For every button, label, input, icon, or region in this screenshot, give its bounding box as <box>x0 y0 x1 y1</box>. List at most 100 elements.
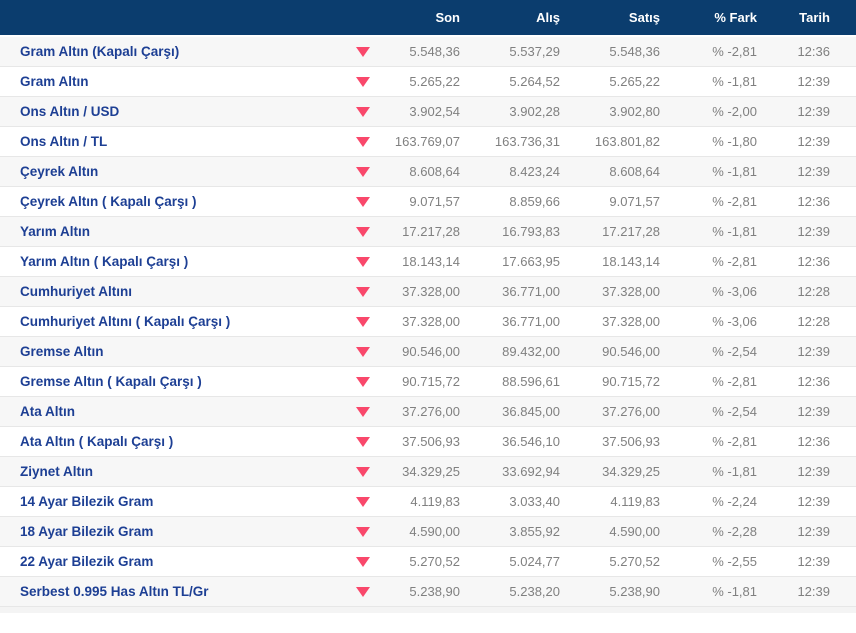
down-arrow-icon <box>355 167 370 178</box>
instrument-name-link[interactable]: Yarım Altın <box>0 216 340 247</box>
trend-cell <box>340 306 385 337</box>
son-value: 37.506,93 <box>385 426 460 457</box>
fark-value: % -1,81 <box>660 156 757 187</box>
instrument-name-link[interactable]: 14 Ayar Bilezik Gram <box>0 486 340 517</box>
table-row[interactable]: Çeyrek Altın 8.608,64 8.423,24 8.608,64 … <box>0 156 856 187</box>
instrument-name-link[interactable]: Gram Altın (Kapalı Çarşı) <box>0 36 340 67</box>
alis-value: 5.537,29 <box>460 36 560 67</box>
table-row[interactable]: Cumhuriyet Altını 37.328,00 36.771,00 37… <box>0 276 856 307</box>
table-row[interactable]: Ons Altın / TL 163.769,07 163.736,31 163… <box>0 126 856 157</box>
tarih-value: 12:36 <box>757 36 856 67</box>
satis-value: 34.329,25 <box>560 456 660 487</box>
gold-prices-table: Son Alış Satış % Fark Tarih Gram Altın (… <box>0 0 856 607</box>
down-arrow-icon <box>355 287 370 298</box>
fark-value: % -1,81 <box>660 216 757 247</box>
instrument-name-link[interactable]: 22 Ayar Bilezik Gram <box>0 546 340 577</box>
instrument-name-link[interactable]: Cumhuriyet Altını <box>0 276 340 307</box>
instrument-name-link[interactable]: Yarım Altın ( Kapalı Çarşı ) <box>0 246 340 277</box>
table-row[interactable]: Ons Altın / USD 3.902,54 3.902,28 3.902,… <box>0 96 856 127</box>
instrument-name-link[interactable]: 18 Ayar Bilezik Gram <box>0 516 340 547</box>
instrument-name-link[interactable]: Ziynet Altın <box>0 456 340 487</box>
fark-value: % -2,28 <box>660 516 757 547</box>
satis-value: 17.217,28 <box>560 216 660 247</box>
son-value: 5.548,36 <box>385 36 460 67</box>
header-arrow-spacer <box>340 0 385 37</box>
satis-value: 3.902,80 <box>560 96 660 127</box>
table-row[interactable]: 22 Ayar Bilezik Gram 5.270,52 5.024,77 5… <box>0 546 856 577</box>
satis-value: 5.265,22 <box>560 66 660 97</box>
fark-value: % -2,81 <box>660 186 757 217</box>
table-row[interactable]: Ziynet Altın 34.329,25 33.692,94 34.329,… <box>0 456 856 487</box>
trend-cell <box>340 486 385 517</box>
instrument-name-link[interactable]: Ata Altın ( Kapalı Çarşı ) <box>0 426 340 457</box>
table-row[interactable]: Yarım Altın 17.217,28 16.793,83 17.217,2… <box>0 216 856 247</box>
table-row[interactable]: Cumhuriyet Altını ( Kapalı Çarşı ) 37.32… <box>0 306 856 337</box>
son-value: 90.715,72 <box>385 366 460 397</box>
alis-value: 89.432,00 <box>460 336 560 367</box>
trend-cell <box>340 66 385 97</box>
instrument-name-link[interactable]: Ons Altın / TL <box>0 126 340 157</box>
son-value: 90.546,00 <box>385 336 460 367</box>
alis-value: 3.855,92 <box>460 516 560 547</box>
table-row[interactable]: Gremse Altın ( Kapalı Çarşı ) 90.715,72 … <box>0 366 856 397</box>
alis-value: 36.845,00 <box>460 396 560 427</box>
alis-value: 36.546,10 <box>460 426 560 457</box>
trend-cell <box>340 36 385 67</box>
down-arrow-icon <box>355 317 370 328</box>
tarih-value: 12:39 <box>757 96 856 127</box>
table-row[interactable]: Gram Altın (Kapalı Çarşı) 5.548,36 5.537… <box>0 36 856 67</box>
instrument-name-link[interactable]: Cumhuriyet Altını ( Kapalı Çarşı ) <box>0 306 340 337</box>
tarih-value: 12:36 <box>757 186 856 217</box>
instrument-name-link[interactable]: Ata Altın <box>0 396 340 427</box>
fark-value: % -2,00 <box>660 96 757 127</box>
tarih-value: 12:28 <box>757 306 856 337</box>
table-row[interactable]: 14 Ayar Bilezik Gram 4.119,83 3.033,40 4… <box>0 486 856 517</box>
instrument-name-link[interactable]: Çeyrek Altın ( Kapalı Çarşı ) <box>0 186 340 217</box>
table-row[interactable]: Gremse Altın 90.546,00 89.432,00 90.546,… <box>0 336 856 367</box>
down-arrow-icon <box>355 77 370 88</box>
table-row[interactable]: Gram Altın 5.265,22 5.264,52 5.265,22 % … <box>0 66 856 97</box>
instrument-name-link[interactable]: Gram Altın <box>0 66 340 97</box>
trend-cell <box>340 186 385 217</box>
alis-value: 5.024,77 <box>460 546 560 577</box>
instrument-name-link[interactable]: Çeyrek Altın <box>0 156 340 187</box>
down-arrow-icon <box>355 437 370 448</box>
down-arrow-icon <box>355 377 370 388</box>
satis-value: 5.548,36 <box>560 36 660 67</box>
alis-value: 16.793,83 <box>460 216 560 247</box>
instrument-name-link[interactable]: Gremse Altın <box>0 336 340 367</box>
header-name-spacer <box>0 0 340 37</box>
alis-value: 33.692,94 <box>460 456 560 487</box>
down-arrow-icon <box>355 467 370 478</box>
tarih-value: 12:39 <box>757 336 856 367</box>
alis-value: 3.033,40 <box>460 486 560 517</box>
alis-value: 17.663,95 <box>460 246 560 277</box>
header-son: Son <box>385 0 460 37</box>
satis-value: 8.608,64 <box>560 156 660 187</box>
fark-value: % -1,81 <box>660 576 757 607</box>
table-row[interactable]: Ata Altın 37.276,00 36.845,00 37.276,00 … <box>0 396 856 427</box>
table-row[interactable]: 18 Ayar Bilezik Gram 4.590,00 3.855,92 4… <box>0 516 856 547</box>
header-tarih: Tarih <box>757 0 856 37</box>
tarih-value: 12:39 <box>757 66 856 97</box>
son-value: 37.328,00 <box>385 306 460 337</box>
instrument-name-link[interactable]: Gremse Altın ( Kapalı Çarşı ) <box>0 366 340 397</box>
table-row[interactable]: Serbest 0.995 Has Altın TL/Gr 5.238,90 5… <box>0 576 856 607</box>
table-row[interactable]: Yarım Altın ( Kapalı Çarşı ) 18.143,14 1… <box>0 246 856 277</box>
table-row[interactable]: Çeyrek Altın ( Kapalı Çarşı ) 9.071,57 8… <box>0 186 856 217</box>
son-value: 4.119,83 <box>385 486 460 517</box>
tarih-value: 12:39 <box>757 156 856 187</box>
down-arrow-icon <box>355 527 370 538</box>
son-value: 4.590,00 <box>385 516 460 547</box>
table-row[interactable]: Ata Altın ( Kapalı Çarşı ) 37.506,93 36.… <box>0 426 856 457</box>
instrument-name-link[interactable]: Serbest 0.995 Has Altın TL/Gr <box>0 576 340 607</box>
table-header: Son Alış Satış % Fark Tarih <box>0 0 856 37</box>
son-value: 3.902,54 <box>385 96 460 127</box>
fark-value: % -2,24 <box>660 486 757 517</box>
fark-value: % -2,81 <box>660 366 757 397</box>
down-arrow-icon <box>355 407 370 418</box>
satis-value: 4.590,00 <box>560 516 660 547</box>
down-arrow-icon <box>355 227 370 238</box>
instrument-name-link[interactable]: Ons Altın / USD <box>0 96 340 127</box>
satis-value: 9.071,57 <box>560 186 660 217</box>
